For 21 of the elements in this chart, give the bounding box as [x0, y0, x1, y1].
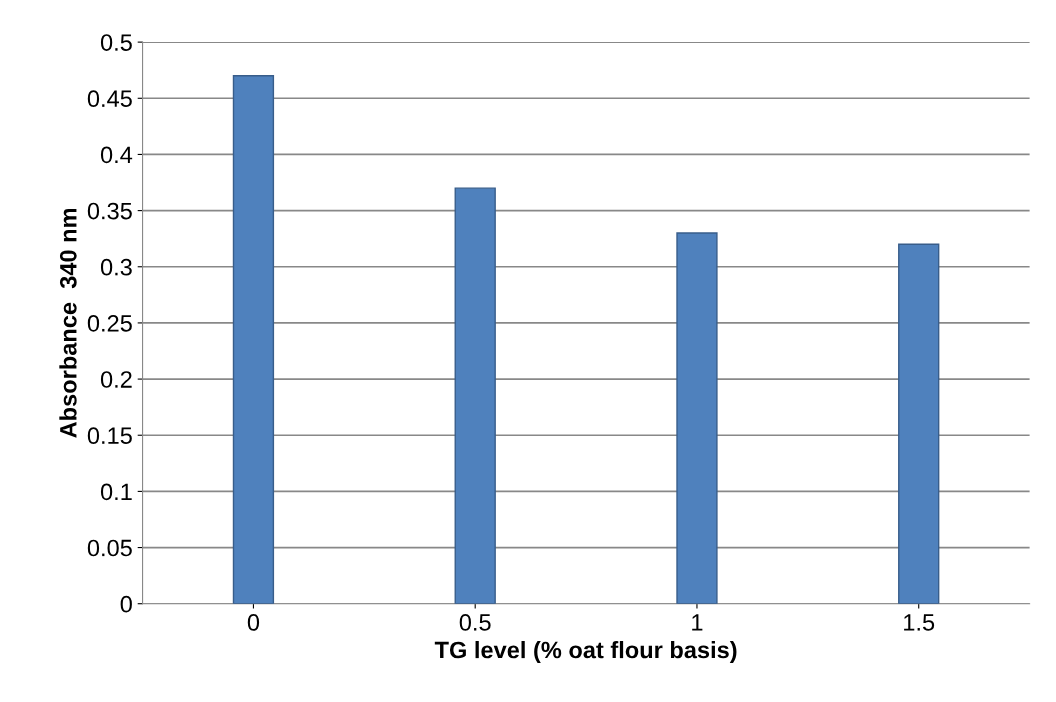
x-tick-label: 0.5: [459, 614, 491, 631]
bar: [676, 232, 718, 604]
x-tick-label: 1.5: [904, 614, 935, 631]
bar: [232, 75, 275, 604]
bar: [898, 243, 940, 604]
y-tick-label: 0.3: [100, 258, 132, 276]
y-tick-label: 0.15: [87, 427, 132, 445]
y-tick-label: 0.05: [87, 539, 132, 557]
y-axis-title: Absorbance 340 nm: [59, 208, 77, 438]
x-tick-label: 1: [692, 614, 703, 631]
x-tick-label: 0: [247, 614, 260, 631]
y-tick-label: 0.25: [87, 314, 132, 332]
bar: [454, 187, 496, 604]
y-tick-label: 0.2: [100, 371, 132, 388]
y-tick-label: 0: [120, 595, 132, 613]
y-tick-label: 0.1: [100, 483, 132, 501]
y-tick-label: 0.5: [100, 34, 132, 51]
y-tick-label: 0.35: [87, 202, 132, 220]
x-axis-title: TG level (% oat flour basis): [434, 641, 737, 664]
y-tick-label: 0.45: [87, 90, 132, 108]
y-tick-label: 0.4: [100, 146, 133, 164]
